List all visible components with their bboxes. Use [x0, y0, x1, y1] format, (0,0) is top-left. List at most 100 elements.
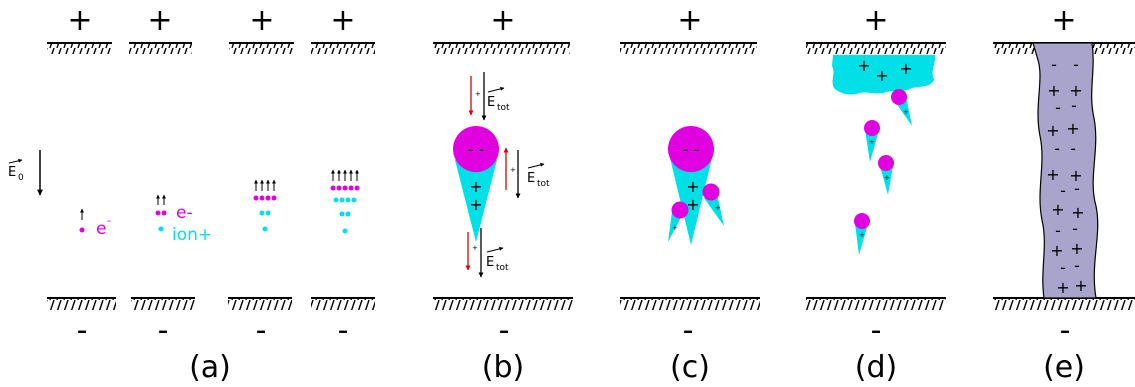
field-e0: E 0 [8, 150, 43, 196]
field-tot-sub-b3: tot [496, 263, 509, 273]
tail-charge-c1: + [686, 177, 699, 196]
channel-minus-4: - [1071, 96, 1077, 115]
branch-charge-c1: + [672, 224, 678, 232]
plus-sign-b: + [490, 3, 515, 38]
field-plus-b1: + [475, 90, 481, 98]
field-tot-sub-b1: tot [497, 103, 510, 113]
minus-sign-a1: - [77, 313, 88, 348]
field-e0-label: E [8, 165, 16, 180]
plus-sign-a3: + [249, 3, 274, 38]
top-electrode-b [433, 44, 570, 54]
panel-e: + - - - + + - - + + - - + + - - + + - - … [993, 3, 1135, 385]
electron-label-sup: - [107, 214, 111, 227]
field-pair-top-b: + E tot [468, 72, 510, 121]
channel-minus-5: - [1054, 139, 1060, 158]
plus-sign-c: + [677, 3, 702, 38]
bottom-electrode-d [806, 299, 946, 310]
bottom-electrode-e [993, 299, 1135, 310]
channel-minus-3: - [1055, 98, 1061, 117]
field-tot-label-b1: E [487, 95, 495, 110]
streamer-charge-d1: + [903, 108, 909, 116]
field-pair-mid-b: + E tot [503, 147, 550, 199]
streamer-head-b [453, 126, 499, 172]
channel-minus-10: - [1072, 219, 1078, 238]
plus-sign-a1: + [67, 3, 92, 38]
field-tot-label-b2: E [527, 171, 535, 186]
plus-sign-a2: + [147, 3, 172, 38]
electron-stage-4 [330, 169, 360, 234]
channel-plus-5: + [1046, 165, 1059, 184]
minus-sign-e: - [1060, 313, 1071, 348]
top-electrode-c [620, 44, 757, 54]
channel-minus-1: - [1051, 55, 1057, 74]
panel-a: + + + + - - - - E 0 e [8, 3, 375, 385]
electron-stage-1: e - [79, 208, 111, 239]
cloud-charge-d2: + [875, 66, 888, 85]
channel-minus-11: - [1060, 258, 1066, 277]
minus-sign-d: - [871, 313, 882, 348]
top-electrode-d [806, 44, 946, 54]
field-plus-b3: + [472, 244, 478, 252]
electron-label-main: e [96, 219, 106, 239]
channel-plus-12: + [1074, 276, 1087, 295]
field-tot-label-b3: E [486, 255, 494, 270]
channel-minus-2: - [1073, 55, 1079, 74]
head-charge-c: - - [683, 140, 700, 159]
channel-plus-1: + [1047, 81, 1060, 100]
channel-plus-9: + [1050, 241, 1063, 260]
channel-charges-e: - - + + - - + + - - + + - - + + - - + + … [1046, 55, 1087, 297]
minus-sign-c: - [683, 313, 694, 348]
plus-sign-e: + [1051, 3, 1076, 38]
head-charge-b: - - [468, 140, 485, 159]
electron-label-2: e- [176, 203, 193, 223]
cloud-charge-d3: + [899, 59, 912, 78]
streamer-charge-d2: + [869, 138, 875, 146]
minus-sign-a3: - [256, 313, 267, 348]
streamer-tail-c [670, 158, 712, 245]
branch-head-c1 [671, 201, 689, 219]
channel-plus-2: + [1069, 81, 1082, 100]
bottom-electrode-b [433, 299, 573, 310]
field-plus-b2: + [510, 166, 516, 174]
caption-b: (b) [482, 350, 524, 385]
positive-cloud-d [832, 55, 936, 95]
caption-c: (c) [670, 350, 710, 385]
minus-sign-a4: - [338, 313, 349, 348]
channel-minus-12: - [1074, 256, 1080, 275]
streamer-head-d2 [864, 120, 880, 136]
minus-sign-b: - [499, 313, 510, 348]
top-electrodes-a [47, 42, 375, 54]
channel-minus-9: - [1055, 221, 1061, 240]
channel-plus-6: + [1069, 166, 1082, 185]
streamer-head-d1 [891, 89, 907, 105]
streamer-charge-d4: + [859, 231, 865, 239]
electron-stage-3 [253, 179, 277, 232]
channel-plus-11: + [1056, 278, 1069, 297]
branch-charge-c2: + [715, 204, 721, 212]
channel-minus-8: - [1074, 179, 1080, 198]
channel-plus-10: + [1070, 239, 1083, 258]
cloud-charge-d1: + [857, 56, 870, 75]
bottom-electrode-c [620, 299, 760, 310]
streamer-tail-b [455, 160, 497, 242]
plus-sign-a4: + [330, 3, 355, 38]
caption-a: (a) [189, 350, 231, 385]
conducting-channel-e [1032, 42, 1099, 299]
channel-plus-3: + [1046, 121, 1059, 140]
channel-minus-7: - [1060, 181, 1066, 200]
branch-head-c2 [702, 183, 720, 201]
ion-label: ion+ [172, 225, 212, 245]
streamer-head-d4 [854, 213, 870, 229]
plus-sign-d: + [863, 3, 888, 38]
streamer-head-c [668, 126, 714, 172]
panel-d: + - + + + + + + + (d) [806, 3, 946, 385]
field-pair-bottom-b: + E tot [465, 228, 509, 278]
electron-stage-2: e- ion+ [155, 194, 212, 245]
caption-d: (d) [855, 350, 897, 385]
tail-charge-b2: + [469, 195, 482, 214]
channel-plus-7: + [1051, 200, 1064, 219]
panel-b: + - - - + + + E tot + E tot [433, 3, 573, 385]
channel-plus-4: + [1066, 119, 1079, 138]
bottom-electrodes-a [47, 297, 375, 310]
